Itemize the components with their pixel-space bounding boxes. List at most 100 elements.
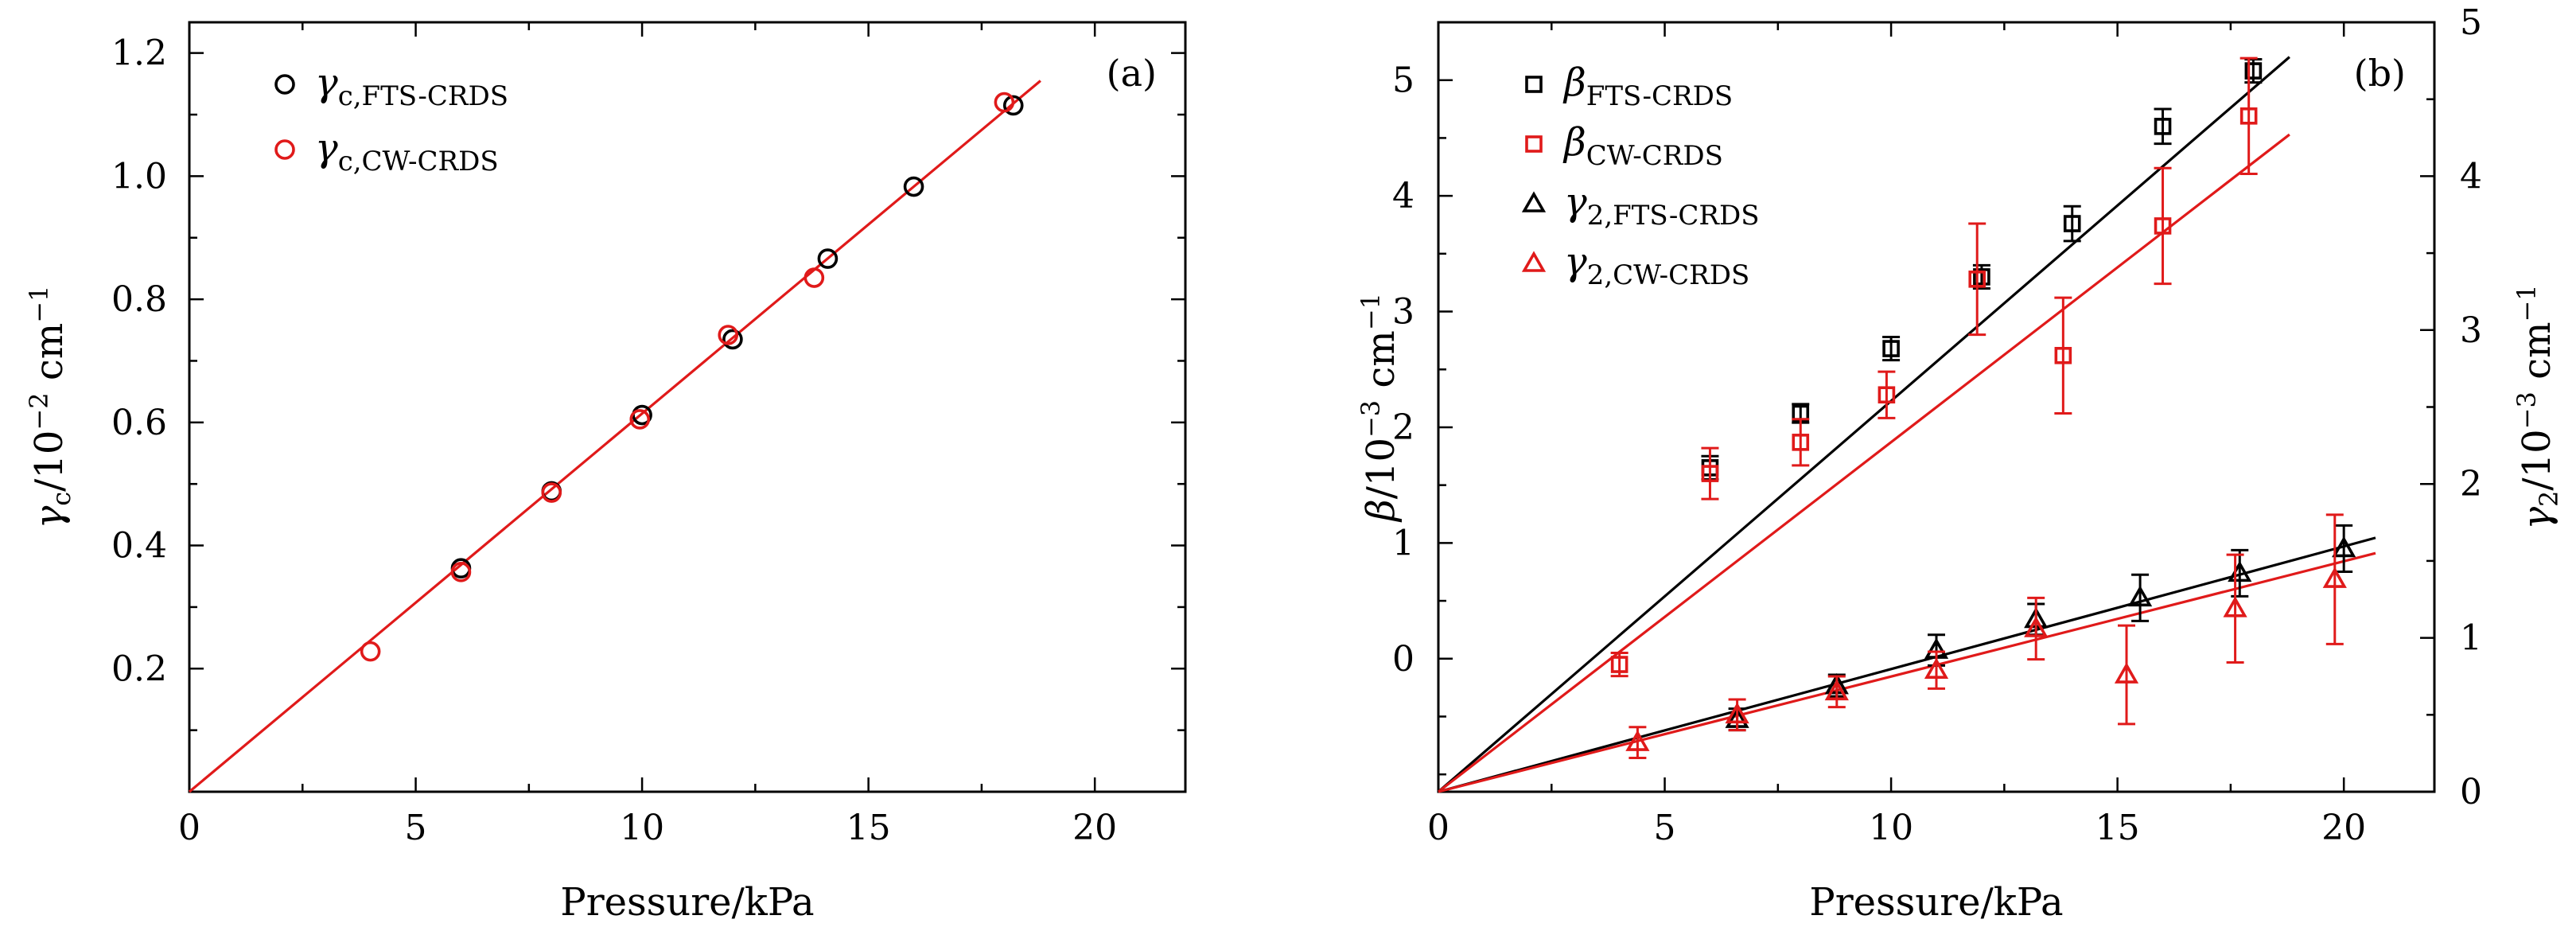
data-point xyxy=(1610,656,1628,673)
legend-symbol: γ xyxy=(1564,240,1587,284)
x-tick-label: 10 xyxy=(1869,808,1913,848)
data-point xyxy=(2332,536,2356,558)
legend-label: βCW-CRDS xyxy=(1562,120,1723,172)
fit-line xyxy=(1438,536,2376,793)
x-tick-label: 5 xyxy=(1654,808,1676,848)
y-left-tick-label: 0 xyxy=(1392,639,1414,680)
legend-label: βFTS-CRDS xyxy=(1562,60,1733,112)
data-series xyxy=(1610,56,2258,678)
y-tick-label: 1.2 xyxy=(111,33,167,74)
legend-subscript: 2,FTS-CRDS xyxy=(1587,200,1760,232)
data-point xyxy=(1625,730,1650,751)
y-left-tick-label: 3 xyxy=(1392,292,1414,333)
y-label-exponent: −3 xyxy=(1356,400,1386,438)
y-label-exponent: −3 xyxy=(2512,391,2542,429)
y-axis-label: γc/10−2 cm−1 xyxy=(24,286,76,529)
data-series xyxy=(1625,513,2347,759)
legend-marker xyxy=(1521,191,1547,212)
x-tick-label: 15 xyxy=(2095,808,2140,848)
data-series xyxy=(360,92,1015,662)
y-tick-label: 1.0 xyxy=(111,156,167,197)
data-point xyxy=(2114,662,2139,684)
y-label-exponent: −2 xyxy=(24,392,54,430)
data-point xyxy=(360,641,381,662)
data-point xyxy=(1792,434,1810,451)
data-point xyxy=(817,248,839,269)
y-left-tick-label: 5 xyxy=(1392,60,1414,101)
y-label-text: /10 xyxy=(1359,438,1403,499)
legend-subscript: 2,CW-CRDS xyxy=(1587,259,1750,291)
legend-symbol: β xyxy=(1562,60,1586,105)
legend-subscript: FTS-CRDS xyxy=(1586,80,1733,112)
data-point xyxy=(722,329,743,350)
data-point xyxy=(2063,215,2081,232)
x-tick-label: 20 xyxy=(1072,808,1117,848)
x-tick-label: 5 xyxy=(405,808,427,848)
data-series xyxy=(1701,58,2263,481)
y-left-tick-label: 1 xyxy=(1392,523,1414,563)
x-tick-label: 15 xyxy=(846,808,891,848)
legend-label: γc,FTS-CRDS xyxy=(315,60,508,112)
fit-line xyxy=(1438,551,2376,793)
legend-label: γ2,CW-CRDS xyxy=(1564,240,1749,291)
chart-panel-a: 0 5 10 15 20Pressure/kPa0.20.40.60.81.01.2γc… xyxy=(24,21,1187,925)
x-tick-label: 20 xyxy=(2321,808,2366,848)
data-point xyxy=(2322,567,2347,588)
y-right-tick-label: 4 xyxy=(2460,156,2482,197)
x-tick-label: 0 xyxy=(178,808,200,848)
legend-marker xyxy=(1521,251,1547,272)
legend-marker xyxy=(1525,76,1543,93)
y-right-tick-label: 0 xyxy=(2460,772,2482,812)
y-label-text: /10 xyxy=(2515,429,2559,490)
data-point xyxy=(2154,217,2172,235)
legend-subscript: c,CW-CRDS xyxy=(338,146,499,177)
y-tick-label: 0.8 xyxy=(111,279,167,320)
y-left-axis-label: β/10−3 cm−1 xyxy=(1356,293,1403,523)
y-label-subscript: c xyxy=(46,492,76,506)
y-label-unit: cm xyxy=(1359,330,1403,400)
data-point xyxy=(1824,679,1849,701)
legend-subscript: CW-CRDS xyxy=(1586,140,1723,172)
data-point xyxy=(1882,340,1900,357)
y-label-text: /10 xyxy=(27,430,72,492)
legend-label: γc,CW-CRDS xyxy=(315,126,499,177)
data-point xyxy=(994,92,1015,113)
y-label-symbol: β xyxy=(1359,499,1403,523)
data-point xyxy=(2244,62,2263,80)
y-label-unit-exponent: −1 xyxy=(1356,293,1386,330)
data-point xyxy=(1973,268,1990,286)
y-right-axis-label: γ2/10−3 cm−1 xyxy=(2512,284,2564,529)
data-point xyxy=(2223,596,2247,617)
legend-label: γ2,FTS-CRDS xyxy=(1564,180,1760,232)
x-axis-label: Pressure/kPa xyxy=(1809,880,2063,925)
legend-subscript: c,FTS-CRDS xyxy=(338,80,508,112)
y-label-unit: cm xyxy=(27,323,72,393)
data-point xyxy=(1725,702,1749,724)
data-point xyxy=(1878,386,1896,404)
fit-line xyxy=(1438,133,2290,793)
y-left-tick-label: 2 xyxy=(1392,407,1414,448)
data-point xyxy=(2024,616,2049,637)
data-point xyxy=(804,267,825,288)
data-point xyxy=(1701,465,1719,482)
data-point xyxy=(2054,346,2072,364)
x-tick-label: 0 xyxy=(1427,808,1449,848)
data-point xyxy=(2127,585,2153,607)
y-label-unit: cm xyxy=(2515,322,2559,392)
plot-frame xyxy=(188,21,1187,793)
y-label-subscript: 2 xyxy=(2534,491,2564,507)
y-right-tick-label: 1 xyxy=(2460,618,2482,659)
legend-marker xyxy=(274,139,295,160)
data-point xyxy=(1002,95,1024,116)
legend-symbol: γ xyxy=(315,60,338,105)
legend-symbol: γ xyxy=(315,126,338,170)
data-point xyxy=(2154,118,2172,135)
panel-tag: (a) xyxy=(1107,52,1157,95)
fit-line xyxy=(1437,56,2290,793)
x-axis-label: Pressure/kPa xyxy=(560,880,814,925)
x-tick-label: 10 xyxy=(620,808,664,848)
data-point xyxy=(541,482,562,503)
